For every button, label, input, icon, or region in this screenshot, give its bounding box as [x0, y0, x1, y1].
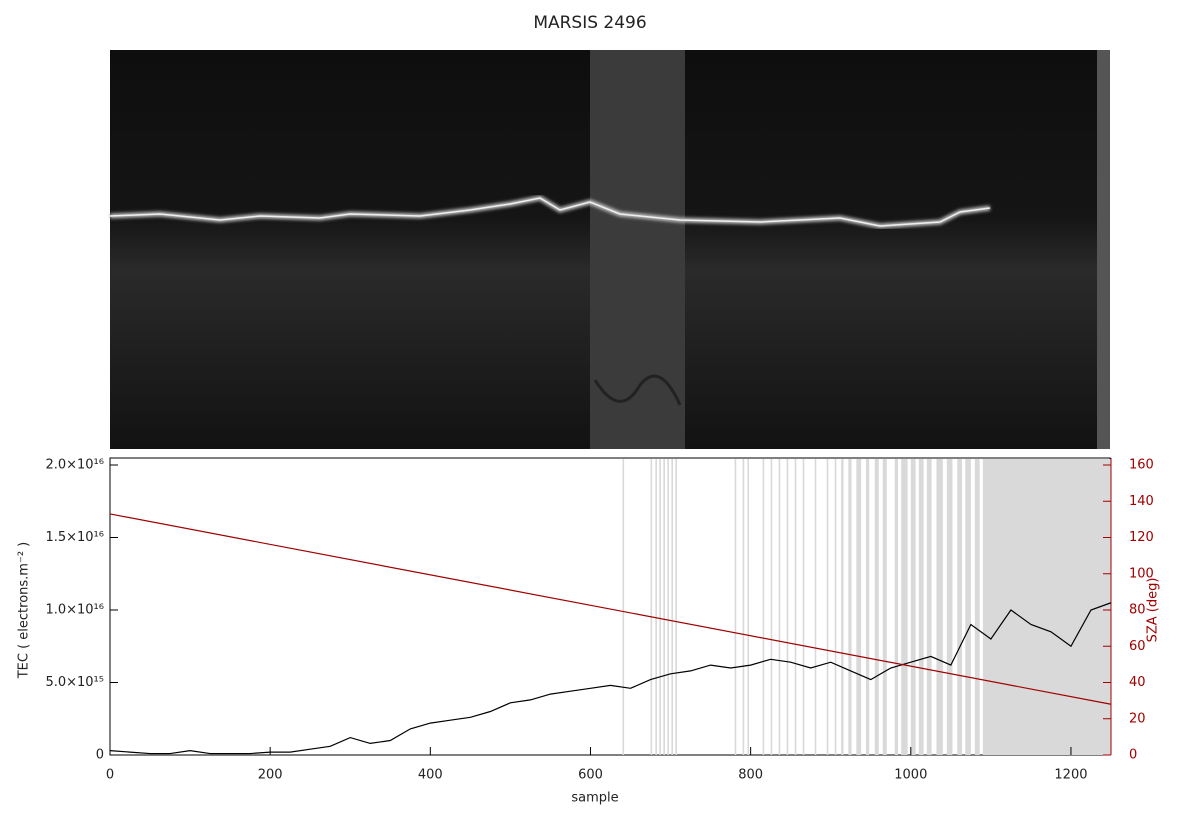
flagged-range: [865, 459, 870, 755]
flagged-range: [794, 459, 797, 755]
flagged-range: [834, 459, 837, 755]
flagged-range: [762, 459, 765, 755]
flagged-range: [974, 459, 980, 755]
flagged-range: [734, 459, 737, 755]
flagged-range: [901, 459, 908, 755]
y-tick-label: 1.5×10¹⁶: [45, 530, 104, 545]
y2-tick-label: 60: [1129, 639, 1146, 654]
tec-line: [109, 602, 1112, 755]
y2-tick-label: 160: [1129, 458, 1154, 473]
radargram-feature: [593, 374, 682, 406]
y-tick-label: 5.0×10¹⁵: [45, 675, 104, 690]
flagged-range: [770, 459, 773, 755]
flagged-range: [663, 459, 665, 755]
flagged-range: [826, 459, 829, 755]
x-tick-label: 200: [258, 768, 283, 783]
flagged-range: [910, 459, 916, 755]
y2-tick-label: 80: [1129, 603, 1146, 618]
flagged-range: [856, 459, 862, 755]
flagged-range: [882, 459, 887, 755]
flagged-range: [786, 459, 789, 755]
y2-tick-label: 140: [1129, 494, 1154, 509]
flagged-range: [918, 459, 924, 755]
sza-line: [109, 513, 1112, 705]
flagged-range: [747, 459, 750, 755]
y2-tick-label: 20: [1129, 711, 1146, 726]
x-tick-label: 1000: [894, 768, 927, 783]
y-tick-label: 2.0×10¹⁶: [45, 458, 104, 473]
radargram: [109, 50, 1110, 449]
flagged-range: [802, 459, 805, 755]
y2-tick-label: 120: [1129, 530, 1154, 545]
x-tick-label: 600: [578, 768, 603, 783]
flagged-range: [848, 459, 852, 755]
y-axis-label: TEC ( electrons.m⁻² ): [17, 542, 32, 680]
x-tick-label: 400: [418, 768, 443, 783]
flagged-range: [742, 459, 745, 755]
flagged-range: [982, 459, 1111, 755]
radargram-band: [590, 50, 685, 449]
flagged-range: [936, 459, 943, 755]
flagged-range: [667, 459, 669, 755]
flagged-range: [841, 459, 844, 755]
chart-title: MARSIS 2496: [533, 13, 646, 33]
flagged-range: [965, 459, 971, 755]
radargram-edge: [1097, 50, 1110, 449]
x-axis-label: sample: [571, 791, 618, 806]
flagged-range: [622, 459, 625, 755]
y2-tick-label: 100: [1129, 566, 1154, 581]
x-tick-label: 800: [738, 768, 763, 783]
flagged-range: [650, 459, 653, 755]
flagged-range: [671, 459, 673, 755]
x-tick-label: 1200: [1054, 768, 1087, 783]
flagged-range: [874, 459, 879, 755]
y2-tick-label: 40: [1129, 675, 1146, 690]
flagged-range: [946, 459, 953, 755]
surface-echo: [109, 197, 991, 227]
flagged-range: [814, 459, 817, 755]
y2-tick-label: 0: [1129, 748, 1137, 763]
flagged-range: [655, 459, 657, 755]
flagged-range: [957, 459, 963, 755]
y-tick-label: 0: [96, 748, 104, 763]
flagged-range: [926, 459, 932, 755]
flagged-shading: [622, 459, 1111, 755]
flagged-range: [659, 459, 661, 755]
x-tick-label: 0: [106, 768, 114, 783]
flagged-range: [778, 459, 781, 755]
flagged-range: [894, 459, 898, 755]
y-tick-label: 1.0×10¹⁶: [45, 603, 104, 618]
y2-axis-label: SZA (deg): [1146, 578, 1161, 643]
flagged-range: [675, 459, 677, 755]
